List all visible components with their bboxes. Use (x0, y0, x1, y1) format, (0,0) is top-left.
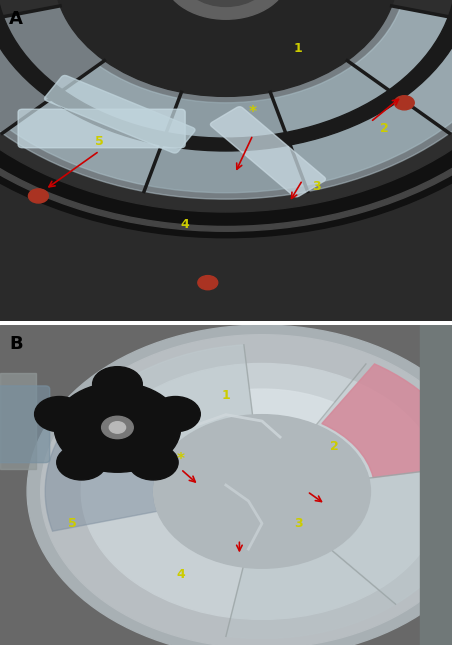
Wedge shape (146, 99, 306, 193)
Wedge shape (272, 65, 443, 185)
Wedge shape (74, 345, 253, 459)
Circle shape (28, 189, 48, 203)
Text: *: * (177, 452, 184, 467)
Wedge shape (0, 0, 473, 199)
Wedge shape (332, 466, 470, 604)
Circle shape (0, 0, 473, 238)
FancyBboxPatch shape (44, 75, 195, 153)
FancyBboxPatch shape (18, 109, 185, 148)
Circle shape (54, 0, 397, 96)
Bar (420, 325, 452, 645)
Bar (0, 373, 36, 469)
Text: 4: 4 (181, 219, 190, 232)
Circle shape (93, 366, 142, 402)
Wedge shape (9, 65, 179, 185)
Wedge shape (226, 550, 395, 639)
Circle shape (81, 364, 443, 619)
Circle shape (129, 445, 178, 480)
Text: B: B (9, 335, 23, 353)
Circle shape (57, 445, 106, 480)
Circle shape (27, 325, 473, 645)
Text: 1: 1 (294, 42, 303, 55)
Text: 5: 5 (68, 517, 77, 530)
Wedge shape (322, 364, 471, 477)
Text: 4: 4 (176, 568, 185, 581)
Circle shape (150, 397, 200, 432)
Wedge shape (45, 410, 170, 531)
FancyBboxPatch shape (0, 386, 50, 462)
Circle shape (198, 275, 218, 290)
Circle shape (35, 397, 84, 432)
Circle shape (109, 422, 125, 433)
Text: 5: 5 (95, 135, 104, 148)
Circle shape (154, 415, 370, 568)
Text: 3: 3 (312, 180, 321, 193)
Circle shape (54, 382, 181, 472)
Circle shape (0, 0, 473, 212)
Text: 3: 3 (294, 517, 302, 530)
Circle shape (102, 416, 133, 439)
Text: *: * (249, 105, 257, 120)
Circle shape (163, 0, 289, 19)
Wedge shape (354, 8, 473, 129)
Circle shape (394, 95, 414, 110)
FancyBboxPatch shape (210, 106, 325, 197)
Circle shape (181, 0, 271, 6)
Text: 2: 2 (330, 440, 339, 453)
Text: A: A (9, 10, 23, 28)
Text: 1: 1 (221, 389, 230, 402)
Text: 2: 2 (380, 122, 388, 135)
Circle shape (41, 335, 473, 645)
Wedge shape (249, 389, 334, 444)
